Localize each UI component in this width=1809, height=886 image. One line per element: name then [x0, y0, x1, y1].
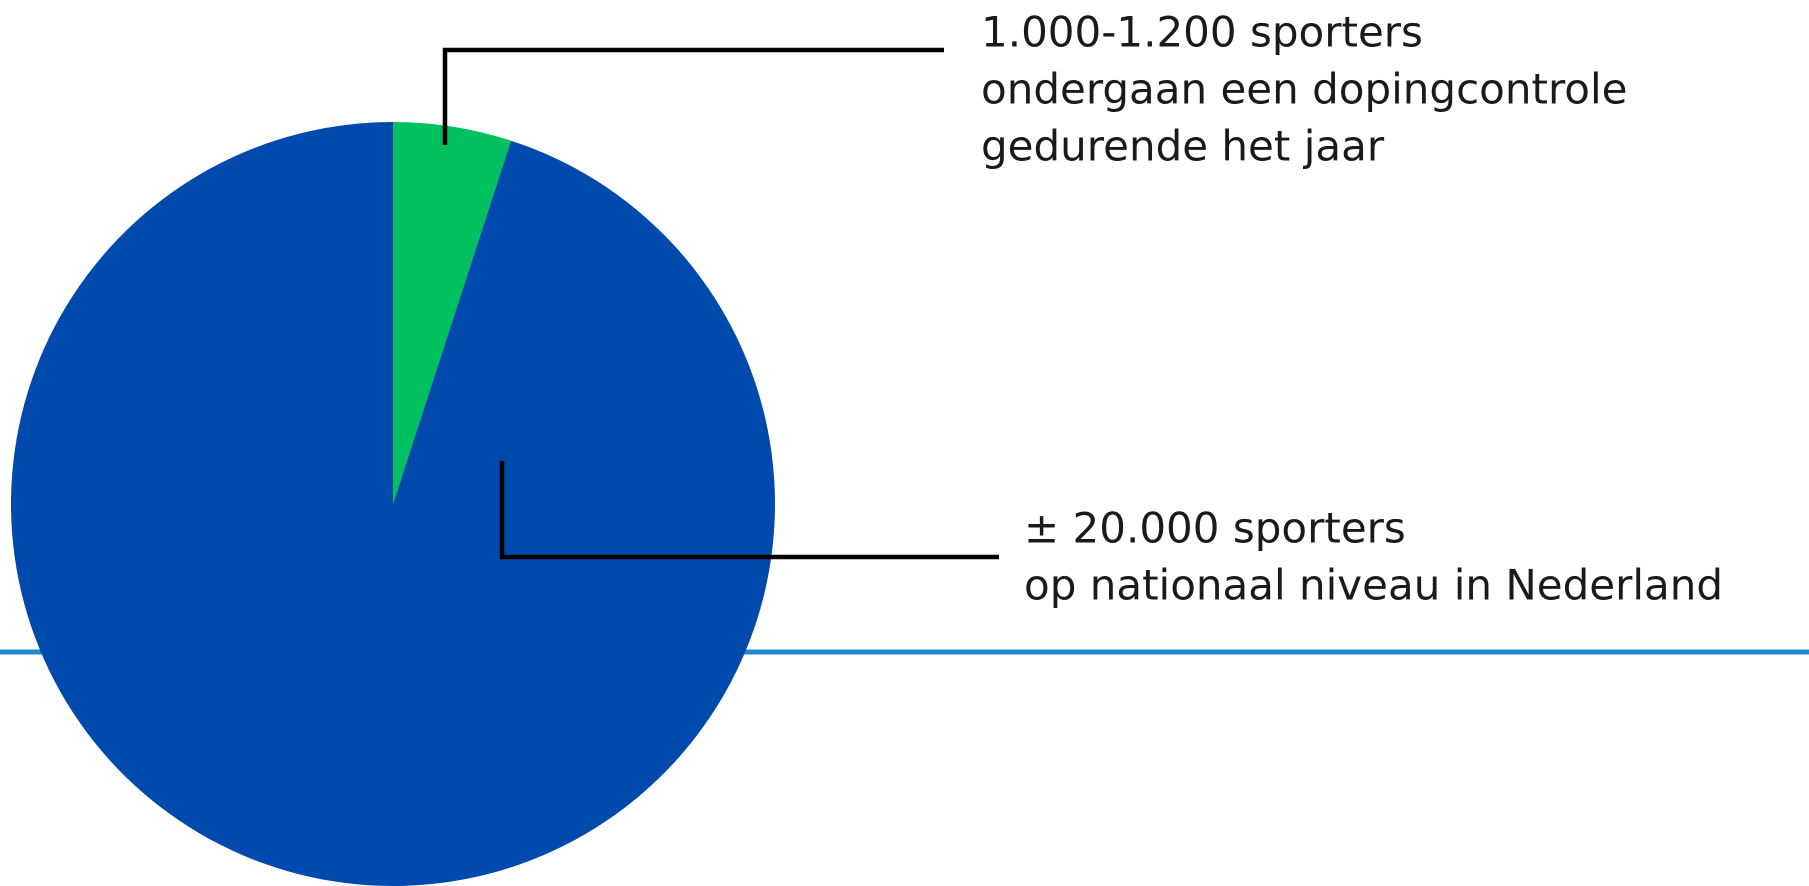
- pie-slice: [393, 122, 512, 504]
- annotation-line: gedurende het jaar: [981, 122, 1385, 171]
- pie: [10, 122, 775, 886]
- annotation-line: 1.000-1.200 sporters: [981, 8, 1423, 57]
- pie-slice: [10, 122, 775, 886]
- annotation-line: op nationaal niveau in Nederland: [1024, 561, 1723, 610]
- annotation-line: ondergaan een dopingcontrole: [981, 65, 1628, 114]
- annotations: 1.000-1.200 sporters ondergaan een doping…: [981, 8, 1723, 610]
- leader-line: [442, 47, 944, 145]
- annotation-line: ± 20.000 sporters: [1024, 504, 1406, 553]
- leader-line: [499, 461, 999, 560]
